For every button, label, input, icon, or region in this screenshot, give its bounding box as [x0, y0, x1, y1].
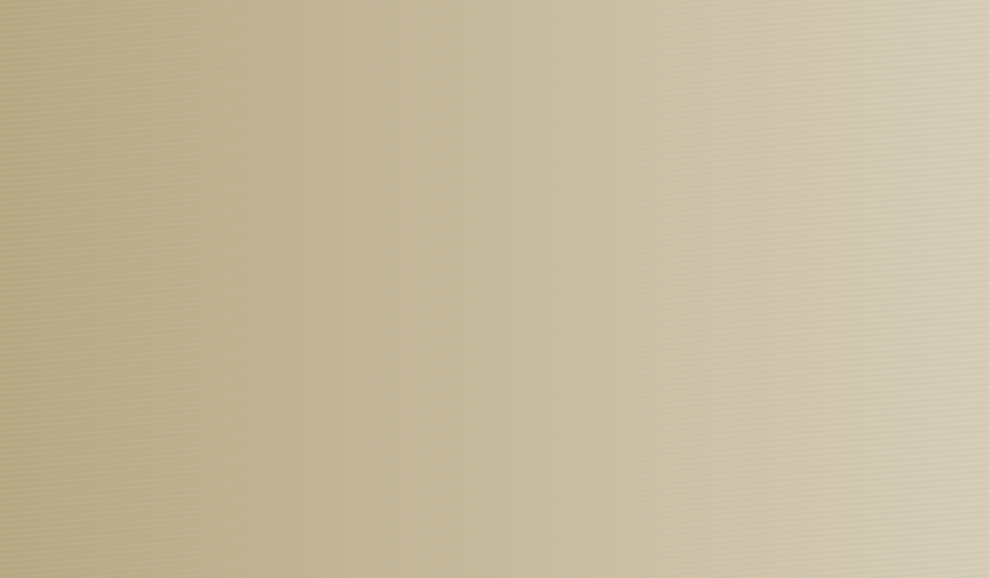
- Text: the following reaction?: the following reaction?: [20, 79, 247, 97]
- Text: O: O: [572, 243, 592, 267]
- Text: Cl: Cl: [232, 95, 262, 123]
- Text: What is the mechanism of the major product in: What is the mechanism of the major produ…: [20, 29, 487, 47]
- Text: ?: ?: [702, 254, 726, 295]
- Text: d) $S_N$2: d) $S_N$2: [30, 466, 88, 488]
- Text: CH$_3$: CH$_3$: [445, 242, 494, 268]
- Text: b) $S_N$1: b) $S_N$1: [376, 398, 431, 420]
- Text: a) E2: a) E2: [30, 401, 78, 418]
- Text: e) $S_N$1 and E1: e) $S_N$1 and E1: [376, 466, 500, 488]
- Text: c) E1: c) E1: [712, 401, 760, 418]
